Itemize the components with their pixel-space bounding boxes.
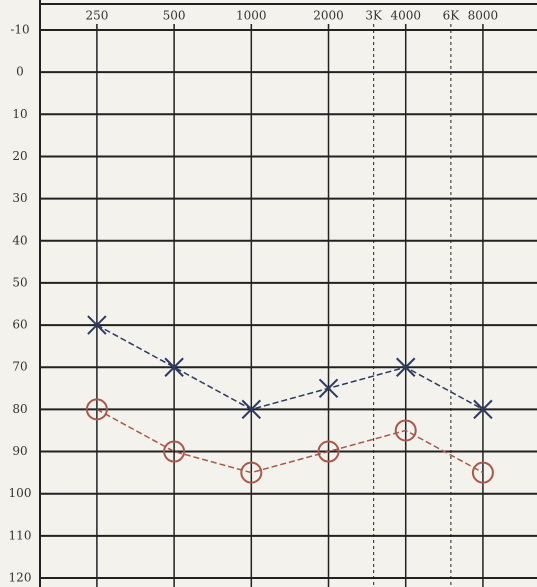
y-tick-label: 70 — [12, 360, 27, 374]
marker-stroke — [473, 399, 493, 420]
y-tick-label: 50 — [12, 275, 27, 289]
y-tick-label: 20 — [12, 149, 27, 163]
x-tick-label: 6K — [443, 9, 461, 23]
x-tick-label: 8000 — [468, 9, 499, 23]
marker-x — [473, 399, 493, 420]
x-tick-label: 3K — [365, 9, 383, 23]
marker-o — [240, 461, 263, 484]
y-tick-label: 80 — [12, 402, 27, 416]
marker-x — [241, 399, 262, 420]
marker-o — [394, 419, 417, 442]
marker-x — [396, 357, 416, 377]
x-tick-label: 250 — [85, 9, 108, 23]
y-tick-label: 110 — [9, 528, 32, 542]
y-tick-label: 100 — [9, 486, 32, 500]
series-line — [96, 408, 484, 474]
marker-o — [163, 440, 186, 463]
y-tick-label: 10 — [12, 107, 27, 121]
marker-stroke — [318, 378, 339, 399]
y-tick-label: -10 — [10, 23, 29, 37]
marker-x — [87, 315, 107, 335]
marker-o — [85, 398, 108, 421]
x-tick-label: 2000 — [313, 9, 344, 23]
marker-x — [164, 357, 184, 377]
x-tick-label: 1000 — [236, 9, 267, 23]
marker-stroke — [241, 399, 262, 420]
y-tick-label: 60 — [12, 318, 27, 332]
marker-stroke — [164, 357, 184, 377]
marker-o — [471, 461, 494, 484]
y-tick-label: 30 — [12, 191, 27, 205]
y-tick-label: 120 — [9, 571, 32, 585]
series-line — [96, 324, 484, 411]
marker-stroke — [396, 357, 416, 377]
x-tick-label: 4000 — [390, 9, 421, 23]
y-tick-label: 40 — [12, 233, 27, 247]
y-tick-label: 0 — [16, 65, 24, 79]
y-tick-label: 90 — [12, 444, 27, 458]
marker-x — [318, 378, 339, 399]
x-tick-label: 500 — [163, 9, 186, 23]
marker-stroke — [87, 315, 107, 335]
marker-o — [317, 440, 340, 463]
